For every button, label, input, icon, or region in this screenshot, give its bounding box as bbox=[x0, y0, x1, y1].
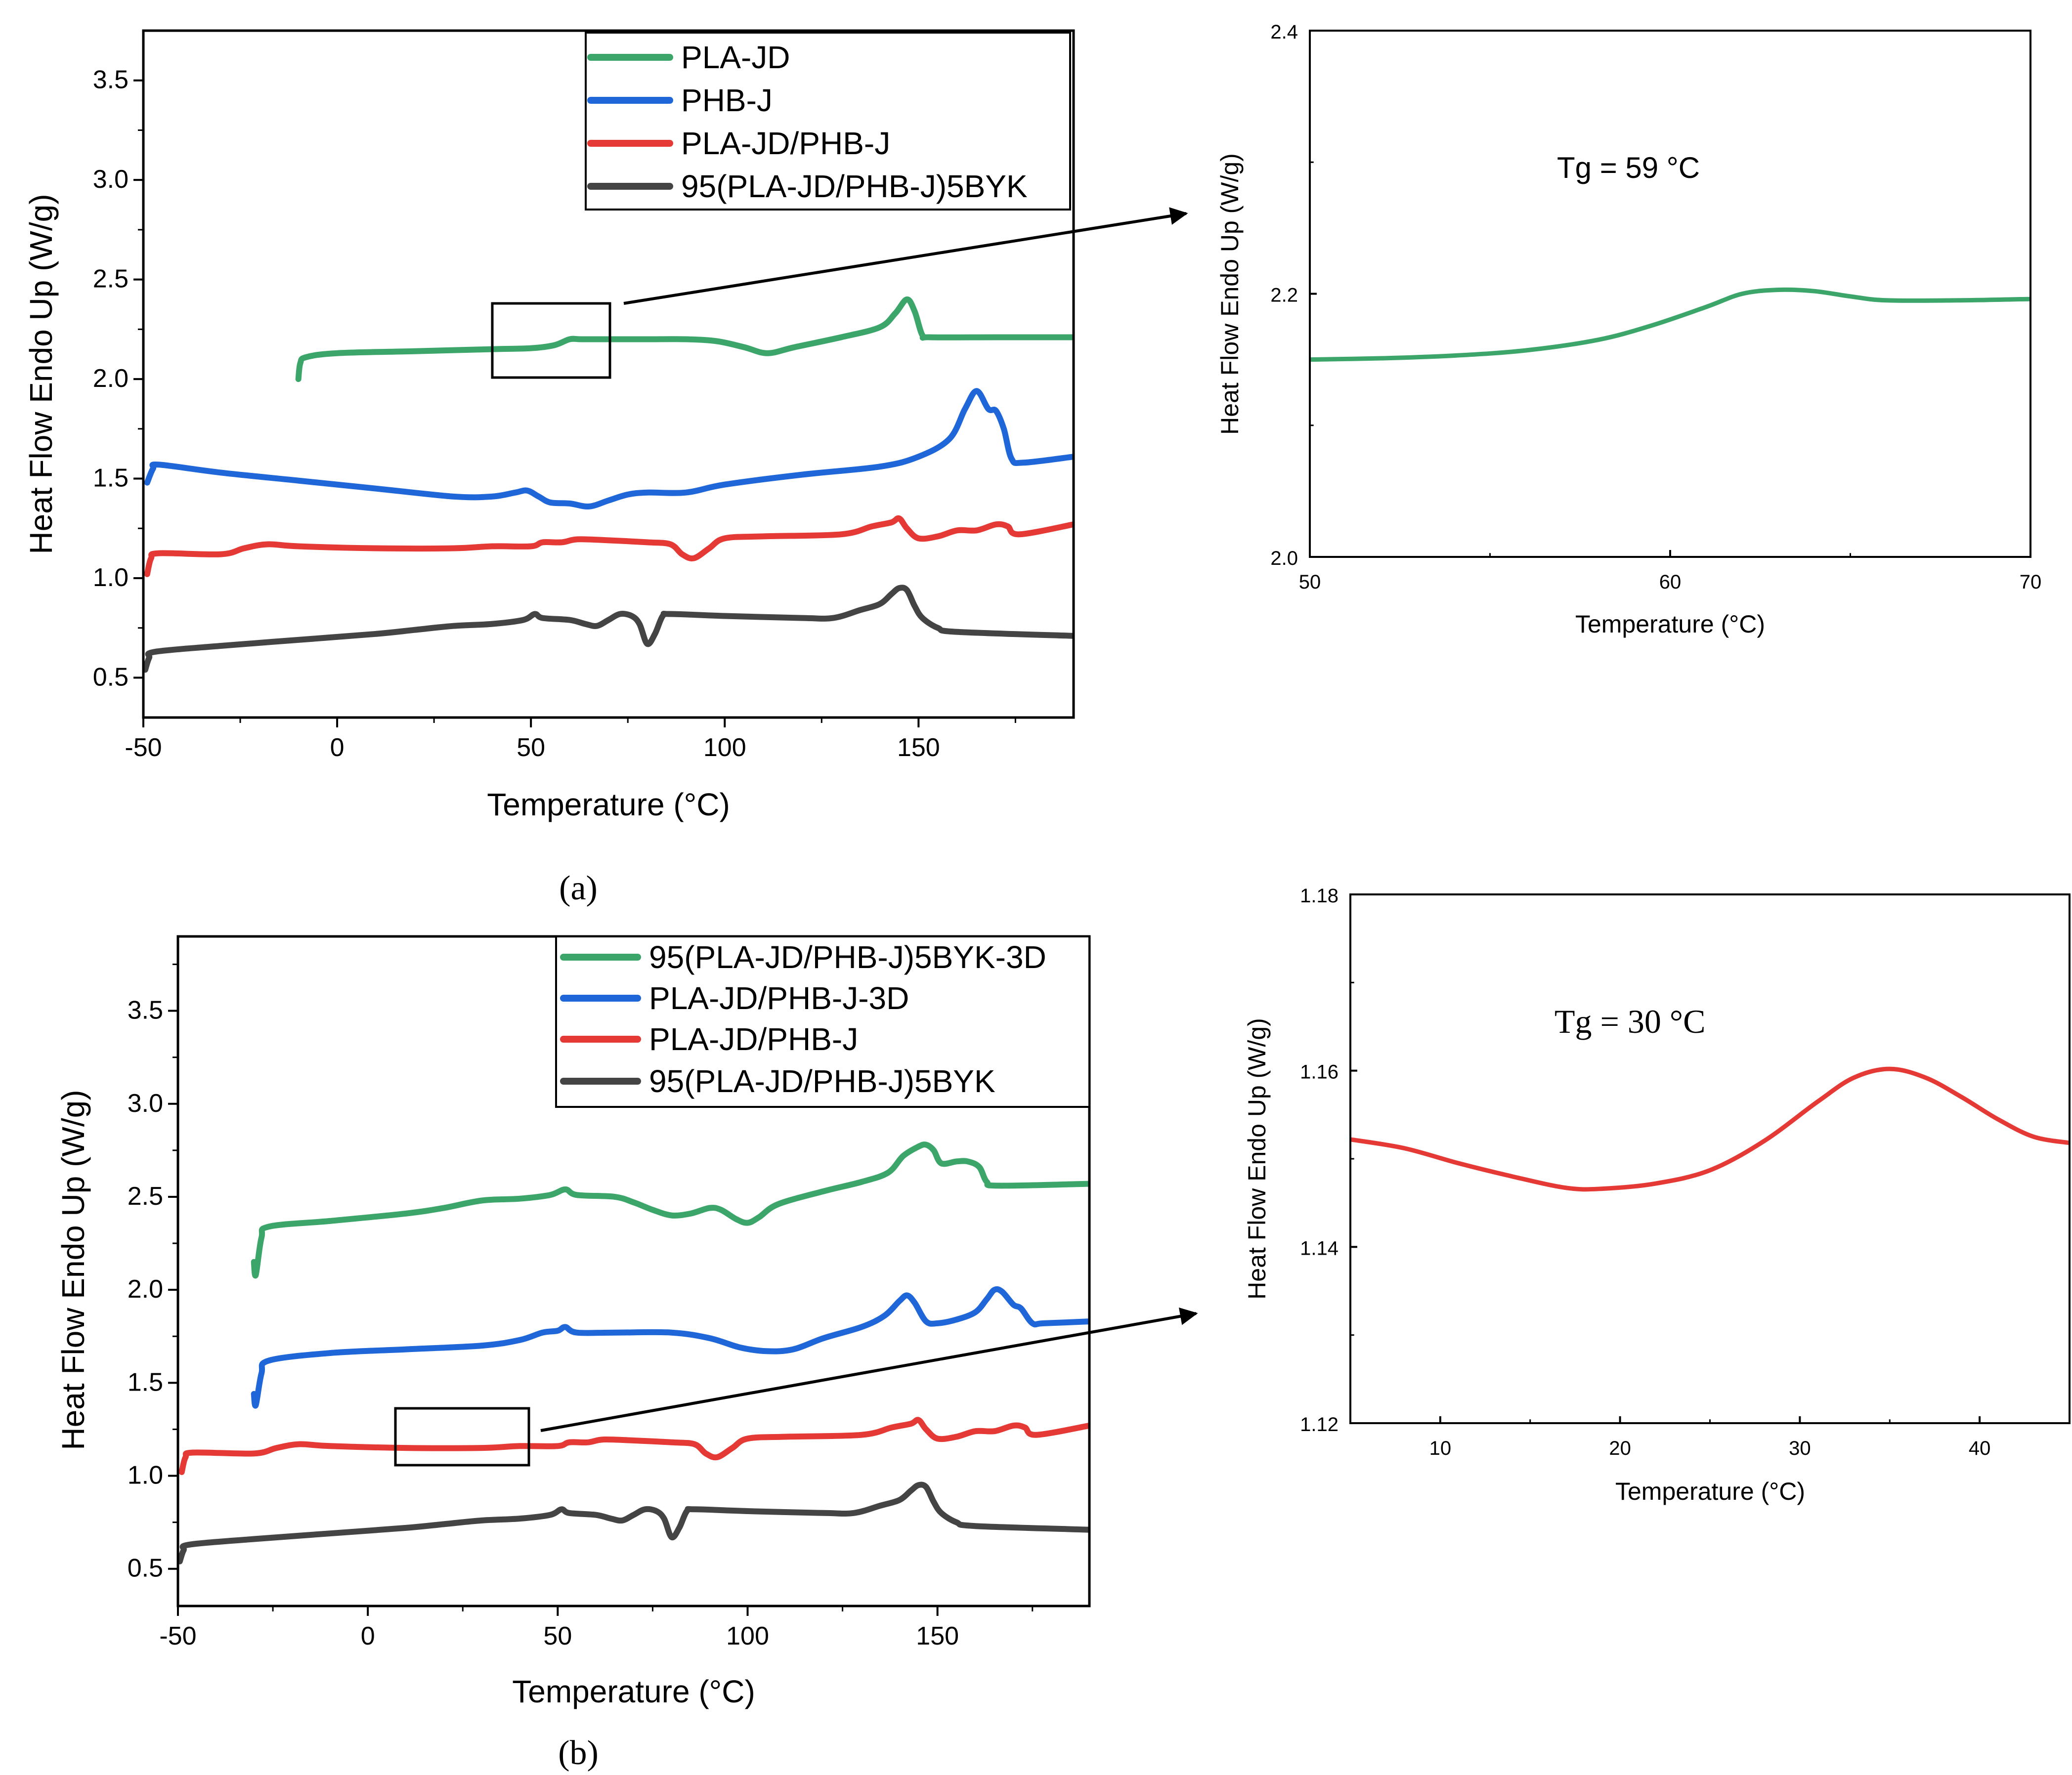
a-inset-axis-layer: 50 60 70 2.0 2.2 2.4 bbox=[1270, 21, 2041, 593]
a-main-x-tick-label-0: -50 bbox=[125, 733, 162, 762]
b-main-x-axis-title: Temperature (°C) bbox=[512, 1674, 755, 1709]
b-inset-y-tick-label-1: 1.14 bbox=[1300, 1237, 1338, 1259]
a-zoom-arrow bbox=[623, 207, 1188, 305]
a-inset-x-tick-label-2: 70 bbox=[2020, 571, 2042, 593]
a-main-series-0-line bbox=[295, 296, 1074, 382]
b-main-x-tick-label-0: -50 bbox=[159, 1622, 196, 1650]
a-inset-series-0-line bbox=[1310, 287, 2030, 362]
a-main-y-tick-label-3: 2.0 bbox=[93, 364, 129, 393]
b-inset-x-tick-label-3: 40 bbox=[1969, 1437, 1991, 1459]
a-main-y-tick-label-5: 3.0 bbox=[93, 165, 129, 194]
a-main-series-2-line bbox=[144, 515, 1074, 577]
a-main-series-3-line bbox=[143, 585, 1074, 673]
b-main-series-1-line bbox=[251, 1286, 1089, 1409]
a-main-x-tick-label-4: 150 bbox=[897, 733, 940, 762]
a-main-x-axis-title: Temperature (°C) bbox=[487, 787, 730, 822]
b-main-legend: 95(PLA-JD/PHB-J)5BYK-3D PLA-JD/PHB-J-3D … bbox=[555, 935, 1090, 1108]
a-inset-plot-frame bbox=[1309, 30, 2031, 558]
b-main-x-tick-label-2: 50 bbox=[543, 1622, 572, 1650]
b-inset-x-tick-label-1: 20 bbox=[1609, 1437, 1631, 1459]
b-inset-x-tick-label-2: 30 bbox=[1789, 1437, 1811, 1459]
b-main-y-tick-label-0: 0.5 bbox=[128, 1554, 163, 1583]
a-main-y-tick-label-4: 2.5 bbox=[93, 265, 129, 294]
b-inset-y-tick-label-2: 1.16 bbox=[1300, 1061, 1338, 1083]
panel-label-a: (a) bbox=[559, 869, 598, 907]
a-inset-y-axis-title: Heat Flow Endo Up (W/g) bbox=[1216, 153, 1244, 435]
a-inset-x-axis-title: Temperature (°C) bbox=[1575, 610, 1765, 638]
b-inset-series-layer bbox=[1350, 1066, 2070, 1192]
a-inset-y-tick-label-0: 2.0 bbox=[1270, 548, 1298, 569]
b-main-series-0-line bbox=[251, 1141, 1089, 1279]
a-main-y-axis-title: Heat Flow Endo Up (W/g) bbox=[23, 194, 59, 554]
a-inset-y-tick-label-1: 2.2 bbox=[1270, 285, 1298, 306]
b-main-x-tick-label-1: 0 bbox=[361, 1622, 375, 1650]
a-inset-tg-annotation: Tg = 59 °C bbox=[1557, 151, 1700, 184]
panel-b-main-chart: -50 0 50 100 150 0.5 1.0 1.5 2.0 2.5 3.0 3.5 Temper… bbox=[55, 935, 1198, 1709]
a-main-y-tick-label-6: 3.5 bbox=[93, 66, 129, 94]
b-main-y-tick-label-3: 2.0 bbox=[128, 1275, 163, 1304]
b-main-y-tick-label-1: 1.0 bbox=[128, 1461, 163, 1490]
b-zoom-arrow bbox=[540, 1307, 1198, 1432]
b-main-legend-box bbox=[555, 935, 1090, 1108]
b-main-y-tick-label-4: 2.5 bbox=[128, 1182, 163, 1211]
b-inset-y-tick-label-3: 1.18 bbox=[1300, 885, 1338, 907]
a-inset-series-layer bbox=[1310, 287, 2030, 362]
b-inset-y-tick-label-0: 1.12 bbox=[1300, 1414, 1338, 1436]
a-main-y-tick-label-2: 1.5 bbox=[93, 464, 129, 493]
b-inset-x-tick-label-0: 10 bbox=[1429, 1437, 1452, 1459]
b-inset-axis-layer: 10 20 30 40 1.12 1.14 1.16 1.18 bbox=[1300, 885, 1990, 1459]
a-main-legend-label-3: 95(PLA-JD/PHB-J)5BYK bbox=[681, 169, 1028, 204]
a-main-legend: PLA-JD PHB-J PLA-JD/PHB-J 95(PLA-JD/PHB-… bbox=[585, 32, 1071, 211]
a-main-y-tick-label-1: 1.0 bbox=[93, 563, 129, 592]
a-main-x-tick-label-1: 0 bbox=[330, 733, 345, 762]
b-main-legend-label-3: 95(PLA-JD/PHB-J)5BYK bbox=[649, 1063, 995, 1099]
panel-a-main-chart: -50 0 50 100 150 0.5 1.0 1.5 2.0 2.5 3.0 3.5 Temper… bbox=[23, 29, 1188, 822]
b-zoom-region-box bbox=[394, 1407, 530, 1467]
a-main-legend-label-1: PHB-J bbox=[681, 83, 773, 118]
a-inset-y-tick-label-2: 2.4 bbox=[1270, 21, 1298, 43]
a-main-plot-frame bbox=[142, 29, 1075, 719]
b-main-legend-label-1: PLA-JD/PHB-J-3D bbox=[649, 980, 909, 1016]
b-main-y-tick-label-2: 1.5 bbox=[128, 1368, 163, 1396]
a-main-legend-box bbox=[585, 32, 1071, 211]
a-main-axis-layer: -50 0 50 100 150 0.5 1.0 1.5 2.0 2.5 3.0 3.5 bbox=[93, 66, 1016, 762]
b-inset-tg-annotation: Tg = 30 °C bbox=[1554, 1003, 1705, 1040]
b-main-axis-layer: -50 0 50 100 150 0.5 1.0 1.5 2.0 2.5 3.0 3.5 bbox=[128, 963, 1034, 1650]
a-main-series-layer bbox=[143, 296, 1074, 673]
b-main-legend-label-0: 95(PLA-JD/PHB-J)5BYK-3D bbox=[649, 939, 1046, 975]
b-main-legend-label-2: PLA-JD/PHB-J bbox=[649, 1021, 858, 1057]
b-inset-y-axis-title: Heat Flow Endo Up (W/g) bbox=[1243, 1018, 1271, 1300]
b-main-y-tick-label-6: 3.5 bbox=[128, 996, 163, 1025]
a-main-legend-label-0: PLA-JD bbox=[681, 40, 790, 75]
panel-a-inset-chart: 50 60 70 2.0 2.2 2.4 Tg = 59 °C Temperature (… bbox=[1216, 21, 2041, 638]
b-main-x-tick-label-3: 100 bbox=[726, 1622, 769, 1650]
panel-label-b: (b) bbox=[558, 1734, 599, 1772]
b-inset-plot-frame bbox=[1349, 893, 2071, 1424]
b-main-series-3-line bbox=[178, 1481, 1089, 1564]
a-inset-x-tick-label-1: 60 bbox=[1659, 571, 1682, 593]
b-main-series-2-line bbox=[178, 1417, 1089, 1475]
b-main-x-tick-label-4: 150 bbox=[916, 1622, 959, 1650]
panel-b-inset-chart: 10 20 30 40 1.12 1.14 1.16 1.18 Tg = 30 °C Temp… bbox=[1243, 885, 2071, 1505]
b-main-series-layer bbox=[178, 1141, 1089, 1564]
a-zoom-region-box bbox=[491, 302, 611, 379]
a-main-legend-label-2: PLA-JD/PHB-J bbox=[681, 126, 890, 161]
a-inset-x-tick-label-0: 50 bbox=[1299, 571, 1321, 593]
a-main-series-1-line bbox=[144, 388, 1074, 509]
a-main-y-tick-label-0: 0.5 bbox=[93, 663, 129, 691]
b-inset-x-axis-title: Temperature (°C) bbox=[1615, 1478, 1805, 1505]
a-main-x-tick-label-3: 100 bbox=[703, 733, 746, 762]
b-main-y-axis-title: Heat Flow Endo Up (W/g) bbox=[55, 1090, 91, 1450]
a-main-x-tick-label-2: 50 bbox=[517, 733, 545, 762]
b-inset-series-0-line bbox=[1350, 1066, 2070, 1192]
b-main-y-tick-label-5: 3.0 bbox=[128, 1089, 163, 1118]
